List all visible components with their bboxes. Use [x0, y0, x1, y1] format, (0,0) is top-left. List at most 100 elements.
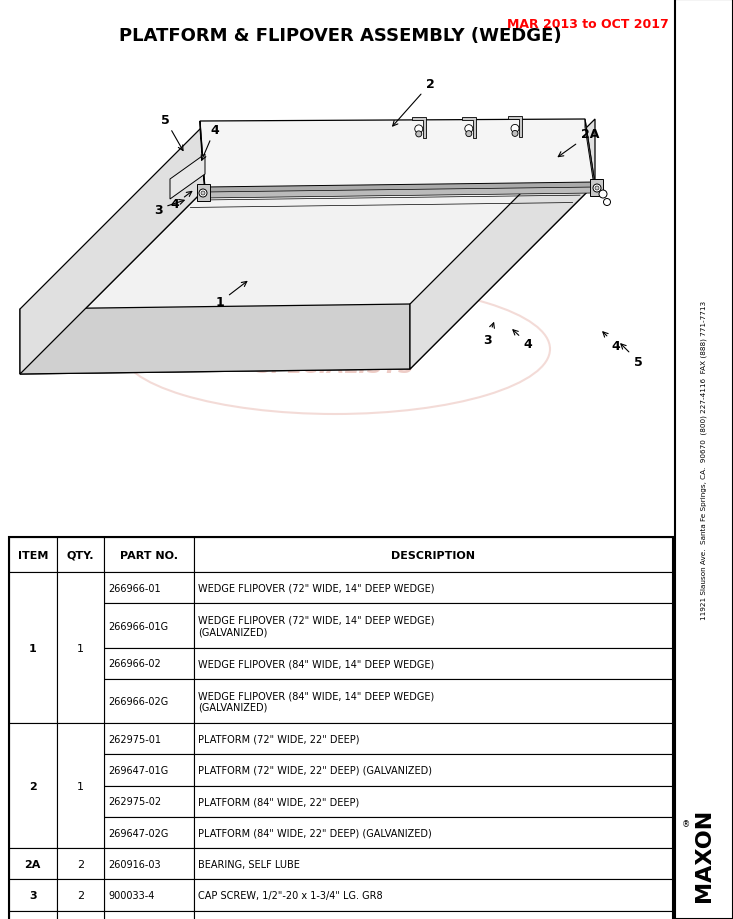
Bar — [104, 817, 194, 848]
Circle shape — [465, 131, 472, 138]
Polygon shape — [204, 187, 596, 199]
Polygon shape — [20, 125, 205, 375]
Bar — [104, 604, 194, 648]
Bar — [194, 848, 673, 879]
Bar — [104, 538, 194, 573]
Circle shape — [593, 185, 601, 193]
Polygon shape — [197, 185, 210, 202]
Bar — [56, 723, 104, 848]
Bar — [194, 648, 673, 679]
Bar — [675, 0, 733, 919]
Text: 1: 1 — [77, 643, 84, 652]
Text: SPECIALISTS: SPECIALISTS — [256, 357, 414, 377]
Bar — [194, 817, 673, 848]
Text: 3: 3 — [484, 323, 494, 346]
Text: ®: ® — [682, 820, 690, 829]
Text: 266966-01: 266966-01 — [108, 584, 161, 593]
Bar — [56, 911, 104, 919]
Text: WEDGE FLIPOVER (72" WIDE, 14" DEEP WEDGE): WEDGE FLIPOVER (72" WIDE, 14" DEEP WEDGE… — [198, 584, 435, 593]
Text: 262975-01: 262975-01 — [108, 734, 161, 743]
Text: PLATFORM (72" WIDE, 22" DEEP) (GALVANIZED): PLATFORM (72" WIDE, 22" DEEP) (GALVANIZE… — [198, 766, 432, 775]
Text: 266966-02G: 266966-02G — [108, 697, 169, 706]
Bar — [56, 879, 104, 911]
Text: QTY.: QTY. — [67, 550, 95, 560]
Text: PLATFORM (84" WIDE, 22" DEEP) (GALVANIZED): PLATFORM (84" WIDE, 22" DEEP) (GALVANIZE… — [198, 828, 432, 837]
Polygon shape — [412, 118, 426, 139]
Text: 4: 4 — [603, 333, 620, 352]
Bar — [194, 786, 673, 817]
Bar — [9, 911, 56, 919]
Text: ITEM: ITEM — [18, 550, 48, 560]
Text: 2: 2 — [77, 891, 84, 900]
Text: PLATFORM & FLIPOVER ASSEMBLY (WEDGE): PLATFORM & FLIPOVER ASSEMBLY (WEDGE) — [119, 27, 561, 45]
Bar — [194, 538, 673, 573]
Polygon shape — [410, 119, 595, 369]
Text: 4: 4 — [171, 192, 192, 211]
Bar — [104, 648, 194, 679]
Circle shape — [599, 191, 607, 199]
Polygon shape — [462, 118, 476, 139]
Text: 4: 4 — [202, 123, 219, 161]
Bar — [194, 911, 673, 919]
Bar — [56, 573, 104, 723]
Text: PART NO.: PART NO. — [120, 550, 178, 560]
Bar — [104, 679, 194, 723]
Polygon shape — [590, 180, 603, 197]
Polygon shape — [200, 119, 595, 190]
Bar — [194, 754, 673, 786]
Circle shape — [201, 192, 205, 196]
Circle shape — [465, 126, 473, 133]
Text: 266966-02: 266966-02 — [108, 659, 161, 668]
Text: EQUIPMENT: EQUIPMENT — [252, 328, 418, 352]
Polygon shape — [585, 119, 595, 193]
Bar — [56, 848, 104, 879]
Text: 4: 4 — [513, 331, 532, 351]
Circle shape — [595, 187, 599, 191]
Text: 2A: 2A — [24, 859, 41, 868]
Text: 260916-03: 260916-03 — [108, 859, 161, 868]
Polygon shape — [202, 183, 595, 198]
Text: 1: 1 — [29, 643, 37, 652]
Bar — [9, 573, 56, 723]
Polygon shape — [508, 118, 522, 138]
Circle shape — [199, 190, 207, 198]
Text: 2A: 2A — [559, 129, 599, 157]
Text: CAP SCREW, 1/2"-20 x 1-3/4" LG. GR8: CAP SCREW, 1/2"-20 x 1-3/4" LG. GR8 — [198, 891, 383, 900]
Bar — [104, 723, 194, 754]
Text: 5: 5 — [161, 113, 183, 152]
Bar — [104, 911, 194, 919]
Bar — [194, 604, 673, 648]
Text: 269647-01G: 269647-01G — [108, 766, 169, 775]
Text: 3: 3 — [154, 200, 184, 216]
Circle shape — [512, 131, 518, 137]
Polygon shape — [20, 185, 595, 375]
Bar — [9, 538, 673, 919]
Circle shape — [511, 125, 519, 133]
Circle shape — [416, 131, 421, 138]
Bar — [104, 786, 194, 817]
Text: MAXON: MAXON — [694, 808, 714, 901]
Bar — [9, 879, 56, 911]
Circle shape — [603, 199, 611, 206]
Text: PLATFORM (72" WIDE, 22" DEEP): PLATFORM (72" WIDE, 22" DEEP) — [198, 734, 360, 743]
Text: INC.: INC. — [408, 355, 422, 360]
Text: 1: 1 — [216, 282, 247, 309]
Bar — [9, 538, 56, 573]
Text: 2: 2 — [77, 859, 84, 868]
Text: 2: 2 — [393, 78, 435, 127]
Bar — [9, 723, 56, 848]
Text: 269647-02G: 269647-02G — [108, 828, 169, 837]
Text: WEDGE FLIPOVER (84" WIDE, 14" DEEP WEDGE)
(GALVANIZED): WEDGE FLIPOVER (84" WIDE, 14" DEEP WEDGE… — [198, 690, 435, 712]
Text: MAR 2013 to OCT 2017: MAR 2013 to OCT 2017 — [507, 18, 669, 31]
Text: 11921 Slauson Ave.  Santa Fe Springs, CA.  90670  (800) 227-4116  FAX (888) 771-: 11921 Slauson Ave. Santa Fe Springs, CA.… — [701, 301, 707, 618]
Text: 262975-02: 262975-02 — [108, 797, 161, 806]
Text: 266966-01G: 266966-01G — [108, 621, 169, 630]
Polygon shape — [200, 122, 205, 198]
Text: 2: 2 — [29, 781, 37, 790]
Bar — [9, 848, 56, 879]
Bar — [194, 679, 673, 723]
Text: DESCRIPTION: DESCRIPTION — [391, 550, 476, 560]
Text: 900033-4: 900033-4 — [108, 891, 155, 900]
Circle shape — [415, 126, 423, 134]
Text: PLATFORM (84" WIDE, 22" DEEP): PLATFORM (84" WIDE, 22" DEEP) — [198, 797, 359, 806]
